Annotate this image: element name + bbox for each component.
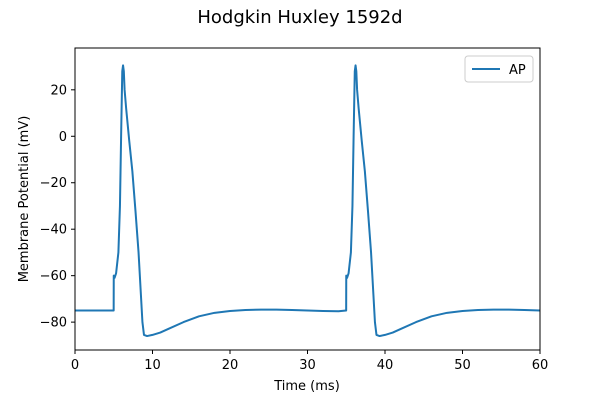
plot-frame [74, 47, 541, 351]
x-tick-label: 0 [71, 358, 79, 373]
y-tick-label: −20 [40, 176, 67, 191]
y-tick-label: 0 [59, 130, 67, 145]
y-tick-label: −40 [40, 223, 67, 238]
y-tick-label: 20 [50, 83, 67, 98]
y-tick-label: −60 [40, 269, 67, 284]
x-tick-label: 40 [377, 358, 394, 373]
x-axis: 0 10 20 30 40 50 60 [71, 350, 548, 373]
y-axis: −80 −60 −40 −20 0 20 [40, 83, 75, 331]
x-tick-label: 50 [454, 358, 471, 373]
legend: AP [464, 55, 534, 83]
legend-label: AP [509, 63, 526, 78]
plot-area [74, 47, 541, 351]
x-tick-label: 20 [222, 358, 239, 373]
x-tick-label: 60 [532, 358, 549, 373]
chart-title: Hodgkin Huxley 1592d [197, 7, 402, 28]
x-tick-label: 10 [144, 358, 161, 373]
x-axis-label: Time (ms) [273, 379, 340, 394]
y-axis-label: Membrane Potential (mV) [17, 116, 32, 283]
series-line-ap [75, 64, 541, 338]
y-tick-label: −80 [40, 316, 67, 331]
x-tick-label: 30 [299, 358, 316, 373]
series-layer [75, 64, 541, 338]
